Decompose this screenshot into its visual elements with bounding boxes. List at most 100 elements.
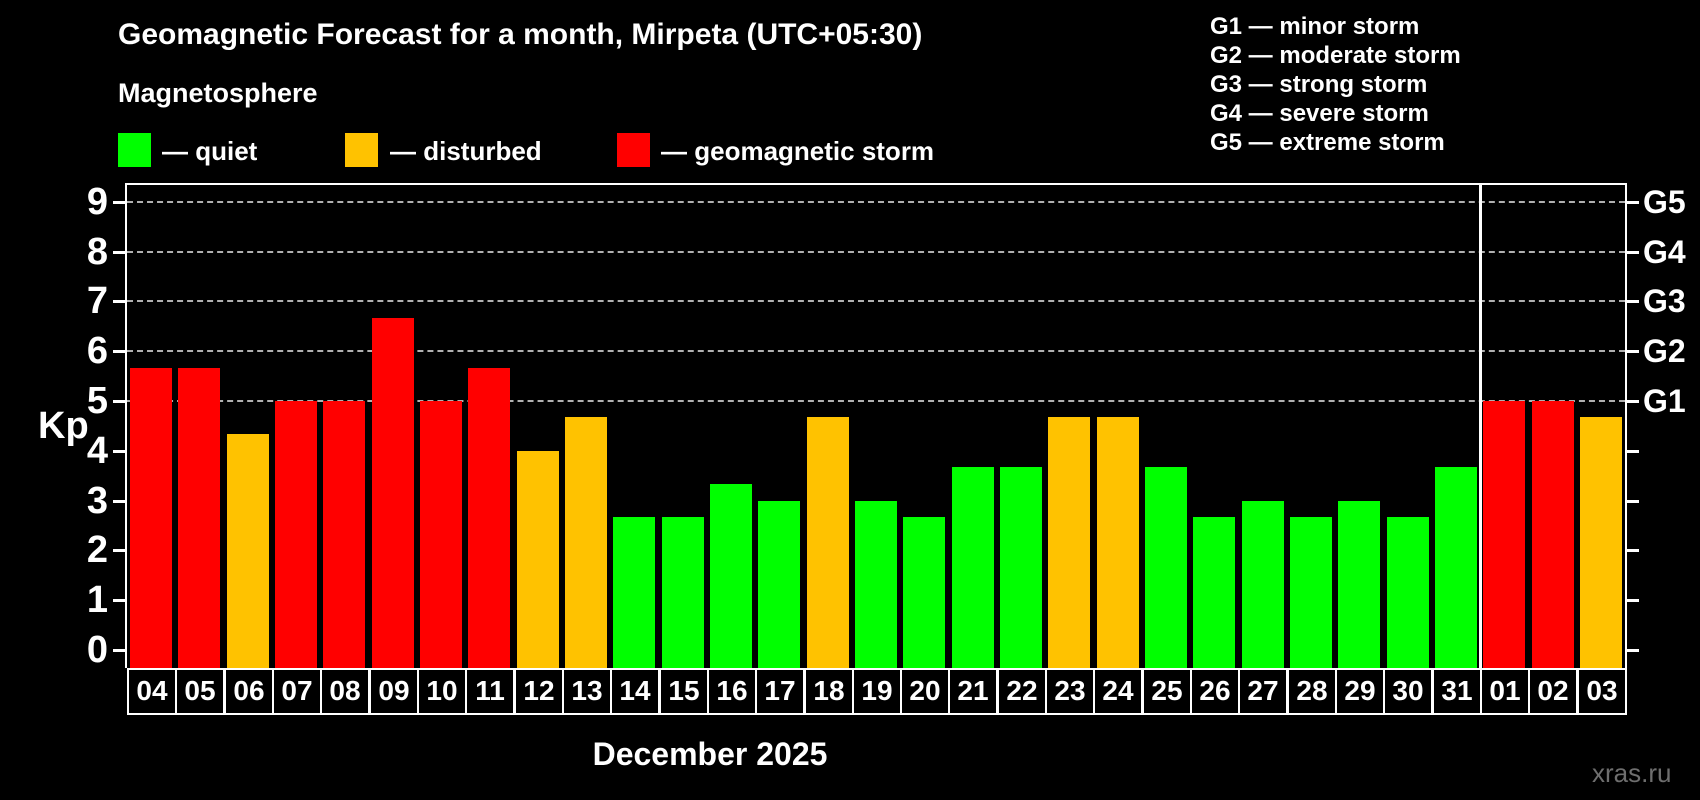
date-label-04: 04	[127, 668, 177, 715]
g4-legend-line: G4 — severe storm	[1210, 100, 1429, 127]
kp-tick-label-4: 4	[86, 430, 108, 472]
kp-bar-07	[275, 401, 317, 668]
g-scale-label-G4: G4	[1643, 234, 1686, 270]
kp-tick-left-2	[113, 549, 127, 552]
date-label-06: 06	[224, 668, 274, 715]
date-label-01: 01	[1480, 668, 1530, 715]
kp-bar-06	[227, 434, 269, 668]
kp-bar-21	[952, 467, 994, 668]
kp-bar-25	[1145, 467, 1187, 668]
kp-bar-02	[1532, 401, 1574, 668]
month-label: December 2025	[592, 736, 828, 772]
kp-tick-label-6: 6	[86, 330, 108, 372]
kp-tick-left-8	[113, 251, 127, 254]
kp-axis-label: Kp	[38, 405, 89, 447]
plot-border-right	[1625, 183, 1627, 668]
kp-bar-11	[468, 368, 510, 668]
kp-tick-right-8	[1625, 251, 1639, 254]
watermark-text: xras.ru	[1592, 758, 1672, 788]
plot-border-top	[125, 183, 1627, 185]
date-label-31: 31	[1432, 668, 1482, 715]
date-label-14: 14	[610, 668, 660, 715]
date-label-08: 08	[320, 668, 370, 715]
kp-bar-09	[372, 318, 414, 668]
kp-tick-right-4	[1625, 450, 1639, 453]
g-scale-label-G5: G5	[1643, 184, 1686, 220]
date-label-25: 25	[1142, 668, 1192, 715]
g-scale-label-G2: G2	[1643, 333, 1686, 369]
date-label-11: 11	[465, 668, 515, 715]
kp-tick-left-0	[113, 649, 127, 652]
date-label-30: 30	[1383, 668, 1433, 715]
kp-tick-label-1: 1	[86, 579, 108, 621]
kp-bar-08	[323, 401, 365, 668]
g-scale-label-G1: G1	[1643, 383, 1686, 419]
date-label-10: 10	[417, 668, 467, 715]
kp-bar-26	[1193, 517, 1235, 668]
date-label-12: 12	[514, 668, 564, 715]
gridline-kp-5	[127, 400, 1625, 402]
kp-bar-14	[613, 517, 655, 668]
date-label-24: 24	[1093, 668, 1143, 715]
quiet-swatch	[118, 133, 151, 167]
date-label-17: 17	[755, 668, 805, 715]
kp-tick-left-5	[113, 400, 127, 403]
kp-bar-17	[758, 501, 800, 668]
storm-scale-legend: G1 — minor storm G2 — moderate storm G3 …	[1210, 12, 1461, 157]
kp-bar-22	[1000, 467, 1042, 668]
kp-bar-28	[1290, 517, 1332, 668]
disturbed-swatch	[345, 133, 378, 167]
kp-tick-right-7	[1625, 300, 1639, 303]
date-label-19: 19	[852, 668, 902, 715]
kp-tick-left-6	[113, 350, 127, 353]
date-label-09: 09	[369, 668, 419, 715]
kp-tick-left-9	[113, 201, 127, 204]
kp-bar-20	[903, 517, 945, 668]
date-label-23: 23	[1045, 668, 1095, 715]
date-label-02: 02	[1528, 668, 1578, 715]
gridline-kp-6	[127, 350, 1625, 352]
date-label-29: 29	[1335, 668, 1385, 715]
kp-bar-19	[855, 501, 897, 668]
kp-tick-right-9	[1625, 201, 1639, 204]
g3-legend-line: G3 — strong storm	[1210, 71, 1428, 98]
kp-bar-30	[1387, 517, 1429, 668]
month-divider-line	[1479, 183, 1482, 668]
date-label-21: 21	[948, 668, 998, 715]
kp-tick-left-7	[113, 300, 127, 303]
date-label-20: 20	[900, 668, 950, 715]
date-label-15: 15	[659, 668, 709, 715]
kp-bar-05	[178, 368, 220, 668]
kp-tick-right-1	[1625, 599, 1639, 602]
gridline-kp-9	[127, 201, 1625, 203]
kp-tick-right-3	[1625, 500, 1639, 503]
kp-tick-label-8: 8	[86, 231, 108, 273]
storm-swatch	[617, 133, 650, 167]
g5-legend-line: G5 — extreme storm	[1210, 129, 1445, 156]
kp-tick-label-9: 9	[86, 181, 108, 223]
kp-tick-label-2: 2	[86, 529, 108, 571]
kp-bar-04	[130, 368, 172, 668]
kp-bar-18	[807, 417, 849, 668]
date-label-05: 05	[175, 668, 225, 715]
kp-tick-right-5	[1625, 400, 1639, 403]
date-label-03: 03	[1577, 668, 1627, 715]
chart-title: Geomagnetic Forecast for a month, Mirpet…	[118, 18, 923, 51]
g1-legend-line: G1 — minor storm	[1210, 13, 1420, 40]
kp-tick-right-2	[1625, 549, 1639, 552]
gridline-kp-7	[127, 300, 1625, 302]
date-label-27: 27	[1238, 668, 1288, 715]
kp-tick-right-6	[1625, 350, 1639, 353]
plot-border-left	[125, 183, 127, 668]
quiet-legend-label: — quiet	[162, 136, 258, 166]
date-label-07: 07	[272, 668, 322, 715]
kp-bar-31	[1435, 467, 1477, 668]
date-label-28: 28	[1287, 668, 1337, 715]
kp-tick-left-4	[113, 450, 127, 453]
disturbed-legend-label: — disturbed	[390, 136, 542, 166]
kp-bar-24	[1097, 417, 1139, 668]
kp-bar-03	[1580, 417, 1622, 668]
date-label-18: 18	[804, 668, 854, 715]
magnetosphere-label: Magnetosphere	[118, 78, 318, 108]
